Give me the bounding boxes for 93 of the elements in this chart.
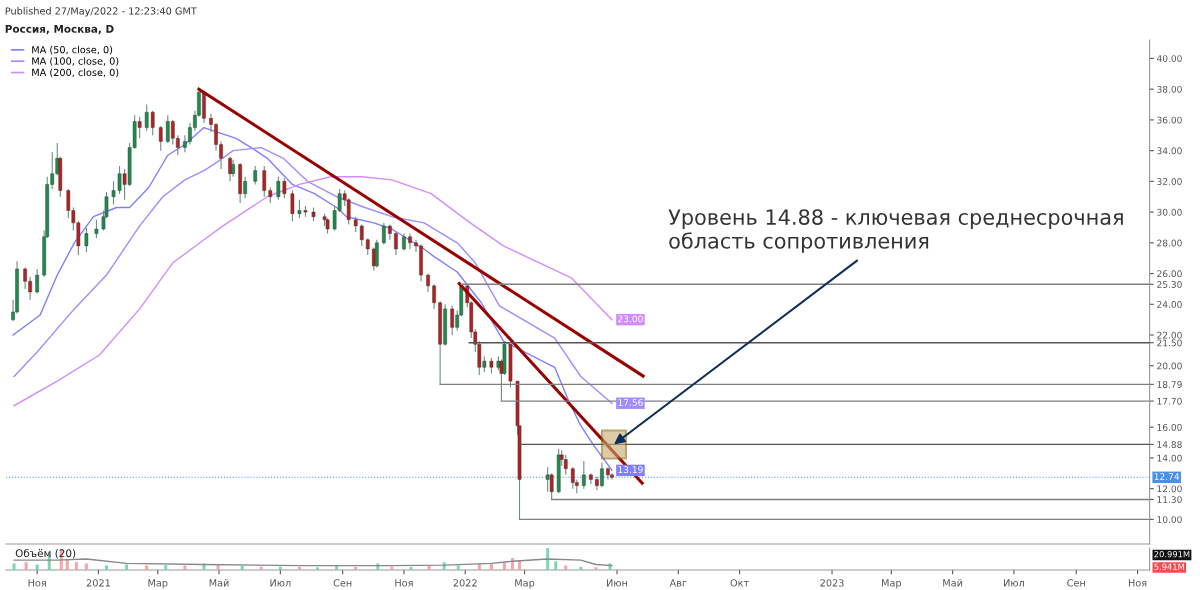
candlestick	[371, 246, 376, 272]
x-tick-label: Мар	[882, 579, 902, 589]
x-tick-label: 2023	[820, 579, 844, 587]
y-tick-label: 16.00	[1157, 423, 1182, 431]
candlestick	[570, 466, 575, 490]
candlestick	[545, 466, 550, 493]
x-tick-label: Июл	[1004, 579, 1024, 587]
x-tick-label: Окт	[730, 579, 749, 587]
bar	[564, 565, 568, 570]
x-tick-label: Ноя	[28, 579, 46, 587]
legend-label: MA (50, close, 0)	[32, 45, 113, 55]
candlestick	[35, 268, 39, 295]
text: 5.941M	[1154, 563, 1184, 570]
bar	[65, 560, 69, 570]
legend-label: MA (200, close, 0)	[32, 68, 119, 78]
bar	[335, 566, 339, 570]
x-tick-label: Май	[943, 579, 963, 587]
x-tick-label: 2022	[453, 579, 477, 587]
bar	[409, 566, 413, 570]
bar	[84, 563, 88, 570]
y-tick-label: 12.00	[1157, 485, 1182, 493]
bar	[390, 566, 394, 570]
ref-line-label: 12.74	[1154, 473, 1180, 480]
y-tick-label: 25.30	[1157, 281, 1182, 288]
x-tick-label: Май	[209, 579, 229, 587]
x-tick-label: Сен	[1067, 579, 1085, 587]
bar	[240, 566, 244, 570]
data-label: 17.56	[618, 399, 643, 406]
candlestick	[394, 231, 398, 256]
y-tick-label: 17.70	[1157, 397, 1182, 405]
bar	[164, 565, 168, 570]
bar	[12, 563, 16, 570]
y-tick-label: 22.00	[1157, 331, 1182, 339]
y-tick-label: 11.30	[1157, 496, 1182, 503]
x-tick-label: Мар	[148, 579, 168, 589]
candlestick	[158, 125, 163, 152]
bar	[259, 566, 263, 570]
chart-subtitle: Published 27/May/2022 - 12:23:40 GMT	[5, 7, 197, 17]
chart-title: Объём (20)	[15, 548, 76, 559]
bar	[145, 565, 149, 570]
chart-title: Россия, Москва, D	[5, 25, 114, 35]
x-tick-label: Авг	[669, 579, 687, 587]
candlestick	[382, 222, 386, 245]
y-tick-label: 36.00	[1157, 116, 1182, 124]
bar	[24, 562, 28, 570]
bar	[183, 565, 187, 570]
y-tick-label: 14.00	[1157, 454, 1182, 462]
bar	[546, 548, 550, 570]
bar	[456, 565, 460, 570]
bar	[427, 565, 431, 570]
candlestick	[408, 233, 412, 250]
candlestick	[563, 454, 568, 476]
x-tick-label: 2021	[86, 579, 110, 587]
bar	[316, 567, 320, 570]
bar	[354, 566, 358, 570]
candlestick	[582, 460, 586, 490]
candlestick	[84, 226, 89, 253]
bar	[579, 566, 583, 570]
x-tick-label: Ноя	[1128, 579, 1147, 587]
bar	[74, 562, 78, 570]
x-tick-label: Мар	[515, 579, 535, 589]
candlestick	[375, 239, 379, 268]
y-tick-label: 10.00	[1157, 516, 1182, 523]
y-tick-label: 21.50	[1157, 339, 1182, 347]
candlestick	[290, 190, 295, 222]
x-tick-label: Ноя	[395, 579, 413, 587]
y-tick-label: 32.00	[1157, 178, 1182, 185]
y-tick-label: 18.79	[1157, 381, 1182, 388]
data-label: 23.00	[618, 315, 643, 323]
y-tick-label: 20.00	[1157, 362, 1182, 370]
annotation: Уровень 14.88 - ключевая среднесрочная область сопротивления	[668, 209, 1123, 253]
bar	[278, 566, 282, 570]
candlestick	[253, 165, 258, 185]
x-tick-label: Июл	[270, 579, 291, 587]
candlestick	[94, 219, 99, 239]
y-tick-label: 28.00	[1157, 239, 1182, 247]
y-tick-label: 26.00	[1157, 270, 1182, 278]
bar	[554, 561, 558, 570]
y-tick-label: 24.00	[1157, 301, 1182, 308]
y-tick-label: 14.88	[1157, 441, 1182, 448]
bar	[104, 565, 108, 570]
data-label: 13.19	[618, 466, 643, 474]
y-tick-label: 40.00	[1156, 55, 1182, 62]
y-tick-label: 38.00	[1157, 85, 1182, 93]
bar	[297, 566, 301, 570]
bar	[594, 567, 598, 570]
text: 20.991M	[1154, 551, 1190, 558]
legend-label: MA (100, close, 0)	[32, 57, 119, 66]
candlestick	[432, 283, 436, 310]
y-tick-label: 34.00	[1157, 147, 1182, 155]
y-tick-label: 30.00	[1157, 208, 1182, 216]
x-tick-label: Сен	[333, 579, 352, 587]
x-tick-label: Июн	[607, 579, 628, 587]
